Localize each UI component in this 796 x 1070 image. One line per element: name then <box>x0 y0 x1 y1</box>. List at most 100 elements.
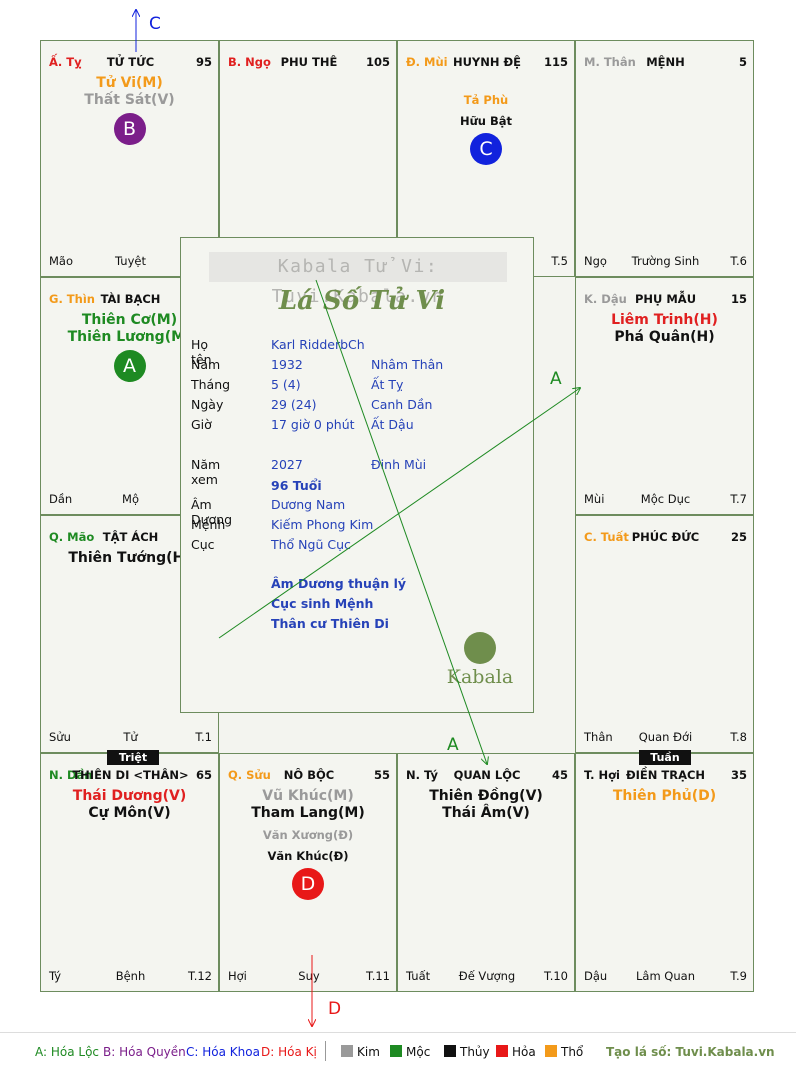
cell-branch: Đ. Mùi <box>406 55 448 69</box>
cell-footer-stage: Quan Đới <box>638 730 693 744</box>
cell-footer-month: T.8 <box>730 730 747 744</box>
transform-badge-a: A <box>113 350 146 382</box>
cell-age-number: 95 <box>195 55 212 69</box>
cell-footer-stage: Mộc Dục <box>640 492 691 506</box>
info-value: Kiếm Phong Kim <box>271 517 374 532</box>
cell-footer-stage: Lâm Quan <box>636 969 695 983</box>
tuan-tag: Tuần <box>639 750 691 765</box>
cell-header: Ấ. Tỵ TỬ TỨC 95 <box>49 55 212 71</box>
cell-palace-name: NÔ BỘC <box>283 768 335 782</box>
cell-footer-month: T.7 <box>730 492 747 506</box>
info-value: Dương Nam <box>271 497 346 512</box>
cell-footer: Thân Quan Đới T.8 <box>584 730 747 744</box>
cell-footer-branch: Mùi <box>584 492 605 506</box>
cell-branch: K. Dậu <box>584 292 627 306</box>
cell-stars: Thiên Tướng(H) <box>41 550 218 567</box>
cell-header: M. Thân MỆNH 5 <box>584 55 747 71</box>
brand-title: Lá Số Tử Vi <box>278 286 446 316</box>
star-name: Thiên Đồng(V) <box>429 788 543 804</box>
cell-header: N. Dần THIÊN DI <THÂN> 65 <box>49 768 212 784</box>
info-value: Thổ Ngũ Cục <box>271 537 351 552</box>
palace-cell-suu: Q. Sửu NÔ BỘC 55 Vũ Khúc(M) Tham Lang(M) V… <box>219 753 397 992</box>
cell-stars: Liêm Trinh(H) Phá Quân(H) <box>576 312 753 346</box>
info-can-chi: Canh Dần <box>371 397 433 412</box>
legend-element: Kim <box>341 1045 380 1059</box>
cell-age-number: 35 <box>730 768 747 782</box>
palace-cell-tuat: C. Tuất PHÚC ĐỨC 25 Thân Quan Đới T.8 <box>575 515 754 753</box>
cell-header: T. Hợi ĐIỀN TRẠCH 35 <box>584 768 747 784</box>
info-key: Tháng <box>191 377 231 392</box>
legend-element: Thủy <box>444 1045 490 1059</box>
arrow-label-d: D <box>328 999 341 1019</box>
cell-footer-stage: Đế Vượng <box>458 969 516 983</box>
cell-branch: B. Ngọ <box>228 55 271 69</box>
cell-branch: Q. Mão <box>49 530 95 544</box>
cell-age-number: 15 <box>730 292 747 306</box>
cell-footer: Ngọ Trường Sinh T.6 <box>584 254 747 268</box>
cell-footer-month: T.11 <box>366 969 390 983</box>
cell-footer-branch: Hợi <box>228 969 247 983</box>
legend-hoa-khoa: C: Hóa Khoa <box>186 1045 260 1059</box>
legend-hoa-loc: A: Hóa Lộc <box>35 1045 100 1059</box>
cell-branch: Q. Sửu <box>228 768 271 782</box>
cell-footer-branch: Tuất <box>406 969 431 983</box>
palace-cell-dau: K. Dậu PHỤ MẪU 15 Liêm Trinh(H) Phá Quân(… <box>575 277 754 515</box>
cell-footer-month: T.12 <box>188 969 212 983</box>
tree-icon <box>464 632 496 664</box>
cell-branch: C. Tuất <box>584 530 629 544</box>
cell-footer-month: T.1 <box>195 730 212 744</box>
star-name: Văn Xương(Đ) <box>262 828 354 842</box>
star-name: Thất Sát(V) <box>84 92 175 108</box>
cell-footer-stage: Trường Sinh <box>631 254 700 268</box>
cell-stars: Vũ Khúc(M) Tham Lang(M) Văn Xương(Đ) Văn Kh… <box>220 788 396 900</box>
cell-header: Đ. Mùi HUYNH ĐỆ 115 <box>406 55 568 71</box>
star-name: Thiên Cơ(M) <box>81 312 178 328</box>
star-name: Thái Dương(V) <box>72 788 187 804</box>
cell-footer-month: T.9 <box>730 969 747 983</box>
info-key: Năm <box>191 357 221 372</box>
palace-cell-hoi: T. Hợi ĐIỀN TRẠCH 35 Thiên Phủ(D) Dậu Lâ… <box>575 753 754 992</box>
cell-stars: Thái Dương(V) Cự Môn(V) <box>41 788 218 822</box>
element-name: Thủy <box>460 1045 490 1059</box>
cell-branch: N. Dần <box>49 768 93 782</box>
palace-cell-than: M. Thân MỆNH 5 Ngọ Trường Sinh T.6 <box>575 40 754 277</box>
year-view-value: 2027 <box>271 457 303 472</box>
cell-age-number: 25 <box>730 530 747 544</box>
info-can-chi: Ất Dậu <box>371 417 414 432</box>
cell-palace-name: TẬT ÁCH <box>102 530 159 544</box>
cell-footer-stage: Mộ <box>122 492 139 506</box>
info-key: Giờ <box>191 417 212 432</box>
cell-footer-stage: Suy <box>298 969 320 983</box>
cell-footer-month: T.5 <box>551 254 568 268</box>
cell-branch: M. Thân <box>584 55 636 69</box>
cell-footer-stage: Tuyệt <box>115 254 146 268</box>
star-name: Tả Phù <box>463 93 509 107</box>
transform-badge-b: B <box>113 113 146 145</box>
cell-footer-month: T.6 <box>730 254 747 268</box>
element-name: Kim <box>357 1045 380 1059</box>
cell-footer: Sửu Tử T.1 <box>49 730 212 744</box>
cell-age-number: 5 <box>738 55 747 69</box>
cell-footer-stage: Bệnh <box>115 969 146 983</box>
cell-footer-branch: Mão <box>49 254 74 268</box>
legend-hoa-quyen: B: Hóa Quyền <box>103 1045 186 1059</box>
cell-palace-name: THIÊN DI <THÂN> <box>72 768 189 782</box>
year-view-label: Năm xem <box>191 457 221 487</box>
legend-site: Tạo lá số: Tuvi.Kabala.vn <box>606 1045 775 1059</box>
element-swatch <box>444 1045 456 1057</box>
cell-footer-branch: Dậu <box>584 969 608 983</box>
kabala-logo: Kabala <box>445 632 515 688</box>
cell-header: N. Tý QUAN LỘC 45 <box>406 768 568 784</box>
info-key: Mệnh <box>191 517 226 532</box>
legend-element: Mộc <box>390 1045 430 1059</box>
cell-footer-branch: Thân <box>584 730 613 744</box>
legend-bar: A: Hóa Lộc B: Hóa Quyền C: Hóa Khoa D: H… <box>0 1032 796 1070</box>
age-label: 96 Tuổi <box>271 478 322 493</box>
watermark-text: Kabala Tử Vi: Tuvi.Kabala.vn <box>209 252 507 307</box>
cell-palace-name: PHU THÊ <box>280 55 338 69</box>
transform-badge-d: D <box>292 868 324 900</box>
cell-palace-name: ĐIỀN TRẠCH <box>625 768 706 782</box>
cell-palace-name: MỆNH <box>646 55 685 69</box>
year-view-can-chi: Đinh Mùi <box>371 457 427 472</box>
element-swatch <box>496 1045 508 1057</box>
